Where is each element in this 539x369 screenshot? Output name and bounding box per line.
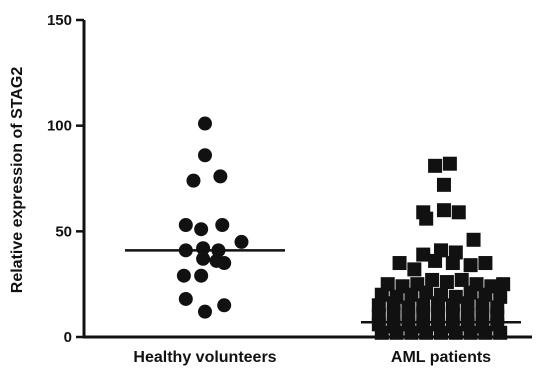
data-points [176, 116, 511, 340]
x-category-label: AML patients [391, 349, 491, 366]
aml-data-point [445, 256, 460, 271]
aml-data-point [425, 272, 440, 287]
aml-data-point [428, 253, 443, 268]
aml-data-point [416, 247, 431, 262]
aml-data-point [428, 158, 443, 173]
aml-data-point [478, 325, 493, 340]
aml-data-point [460, 296, 475, 311]
aml-data-point [419, 211, 434, 226]
aml-data-point [493, 325, 508, 340]
aml-data-point [496, 277, 511, 292]
aml-data-point [478, 256, 493, 271]
healthy-data-point [194, 222, 209, 237]
aml-data-point [442, 156, 457, 171]
aml-data-point [431, 296, 446, 311]
aml-data-point [436, 177, 451, 192]
aml-data-point [374, 325, 389, 340]
aml-data-point [466, 232, 481, 247]
aml-data-point [386, 296, 401, 311]
healthy-data-point [215, 217, 230, 232]
aml-data-point [371, 298, 386, 313]
healthy-data-point [194, 268, 209, 283]
healthy-data-point [213, 169, 228, 184]
aml-data-point [416, 306, 431, 321]
y-ticks: 0 50 100 150 [47, 12, 84, 346]
aml-data-point [451, 205, 466, 220]
aml-data-point [380, 277, 395, 292]
healthy-data-point [198, 116, 212, 131]
healthy-data-point [198, 148, 212, 163]
aml-data-point [386, 306, 401, 321]
y-tick-label: 0 [64, 329, 72, 346]
aml-data-point [478, 287, 493, 302]
healthy-data-point [234, 234, 249, 249]
aml-data-point [392, 256, 407, 271]
aml-data-point [404, 287, 419, 302]
aml-data-point [463, 258, 478, 273]
aml-data-point [454, 272, 469, 287]
healthy-data-point [178, 217, 193, 232]
aml-data-point [445, 306, 460, 321]
x-category-label: Healthy volunteers [133, 349, 276, 366]
healthy-data-point [176, 268, 191, 283]
aml-data-point [463, 325, 478, 340]
aml-data-point [463, 285, 478, 300]
aml-data-point [448, 245, 463, 260]
healthy-data-point [196, 251, 211, 266]
aml-data-point [374, 287, 389, 302]
aml-data-point [419, 325, 434, 340]
healthy-data-point [186, 173, 201, 188]
healthy-data-point [198, 304, 212, 319]
y-tick-label: 100 [47, 118, 72, 135]
aml-data-point [419, 285, 434, 300]
aml-data-point [493, 289, 508, 304]
aml-data-point [439, 275, 454, 290]
healthy-data-point [196, 241, 211, 256]
aml-data-point [448, 325, 463, 340]
healthy-data-point [217, 256, 232, 271]
x-category-labels: Healthy volunteers AML patients [133, 349, 491, 366]
aml-data-point [407, 262, 422, 277]
aml-data-point [436, 203, 451, 218]
healthy-data-point [178, 291, 193, 306]
aml-data-point [475, 306, 490, 321]
aml-data-point [434, 325, 448, 340]
aml-data-point [434, 243, 448, 258]
aml-data-point [389, 325, 404, 340]
healthy-data-point [217, 298, 232, 313]
median-lines [125, 249, 521, 324]
y-tick-label: 50 [55, 223, 72, 240]
y-tick-label: 150 [47, 12, 72, 29]
aml-data-point [404, 325, 419, 340]
y-axis-title: Relative expression of STAG2 [9, 67, 26, 294]
